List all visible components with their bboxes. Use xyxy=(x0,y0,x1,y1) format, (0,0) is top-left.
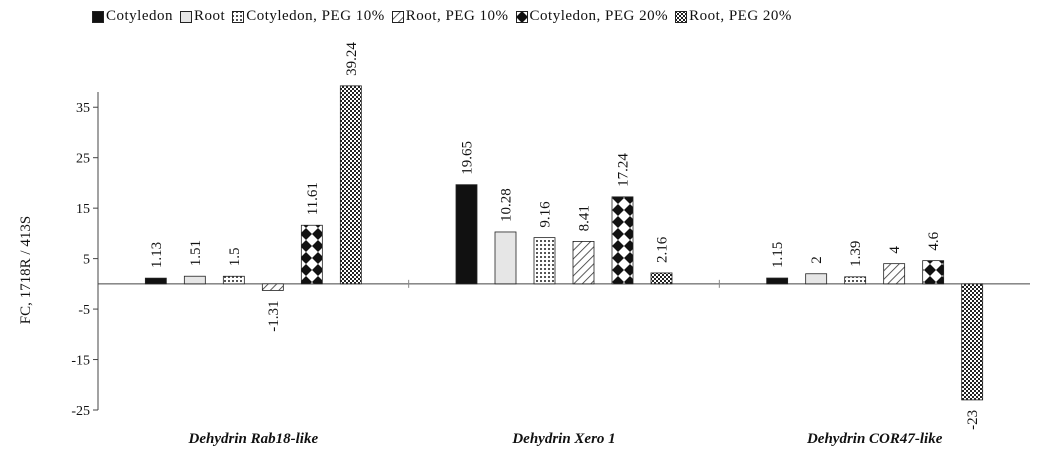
legend-label: Root xyxy=(194,8,226,24)
bar xyxy=(883,263,906,285)
legend-swatch xyxy=(232,10,245,23)
bar xyxy=(261,283,284,291)
data-label: 1.13 xyxy=(149,242,165,268)
data-label: -23 xyxy=(965,410,981,430)
data-label: 19.65 xyxy=(460,141,476,175)
legend-label: Cotyledon, PEG 10% xyxy=(246,8,385,24)
data-label: 4.6 xyxy=(926,231,942,250)
data-label: 10.28 xyxy=(499,188,515,222)
category-label: Dehydrin Xero 1 xyxy=(511,431,615,447)
data-label: 4 xyxy=(887,246,903,254)
legend-label: Cotyledon, PEG 20% xyxy=(529,8,669,24)
y-tick-label: 25 xyxy=(76,152,90,167)
category-label: Dehydrin Rab18-like xyxy=(188,431,319,447)
legend-swatch xyxy=(515,10,528,23)
legend-item: Root, PEG 20% xyxy=(675,8,792,25)
legend-item: Root xyxy=(180,8,225,25)
bar xyxy=(961,283,984,401)
bar xyxy=(339,85,362,285)
data-label: 11.61 xyxy=(305,182,321,215)
y-tick-label: -15 xyxy=(71,354,90,369)
data-label: 1.15 xyxy=(770,242,786,268)
bar xyxy=(300,224,323,285)
bar xyxy=(222,275,245,285)
bar xyxy=(805,273,828,285)
bar xyxy=(183,275,206,285)
y-axis-label: FC, 1718R / 413S xyxy=(18,216,34,324)
legend-label: Root, PEG 10% xyxy=(405,8,509,24)
data-label: 1.39 xyxy=(848,241,864,267)
y-tick-label: 5 xyxy=(83,253,90,268)
bar xyxy=(455,184,478,285)
legend-item: Cotyledon, PEG 10% xyxy=(232,8,385,25)
bar xyxy=(572,241,595,285)
chart-legend: Cotyledon Root Cotyledon, PEG 10% Root, PEG… xyxy=(92,8,799,25)
legend-swatch xyxy=(675,10,688,23)
legend-label: Root, PEG 20% xyxy=(689,8,792,24)
data-label: 2.16 xyxy=(655,236,671,263)
category-label: Dehydrin COR47-like xyxy=(806,431,943,447)
data-label: 39.24 xyxy=(344,42,360,76)
bar xyxy=(844,276,867,285)
legend-label: Cotyledon xyxy=(106,8,173,24)
y-tick-label: -5 xyxy=(78,303,90,318)
data-label: 1.51 xyxy=(188,240,204,266)
bar xyxy=(611,196,634,285)
data-label: 1.5 xyxy=(227,248,243,267)
data-label: 9.16 xyxy=(538,201,554,228)
legend-swatch xyxy=(92,10,104,23)
legend-item: Cotyledon, PEG 20% xyxy=(515,8,669,25)
bar xyxy=(650,272,673,285)
legend-item: Root, PEG 10% xyxy=(391,8,509,25)
bar xyxy=(494,231,517,285)
bar xyxy=(533,237,556,285)
bar xyxy=(766,277,789,285)
legend-item: Cotyledon xyxy=(92,8,173,25)
bar xyxy=(922,260,945,285)
y-tick-label: 35 xyxy=(76,101,90,116)
data-label: 8.41 xyxy=(577,205,593,231)
data-label: 17.24 xyxy=(616,153,632,187)
legend-swatch xyxy=(391,10,404,23)
legend-swatch xyxy=(180,10,192,23)
data-label: 2 xyxy=(809,256,825,264)
bar xyxy=(144,277,167,285)
y-tick-label: -25 xyxy=(71,404,90,419)
data-label: -1.31 xyxy=(266,300,282,331)
y-tick-label: 15 xyxy=(76,202,90,217)
